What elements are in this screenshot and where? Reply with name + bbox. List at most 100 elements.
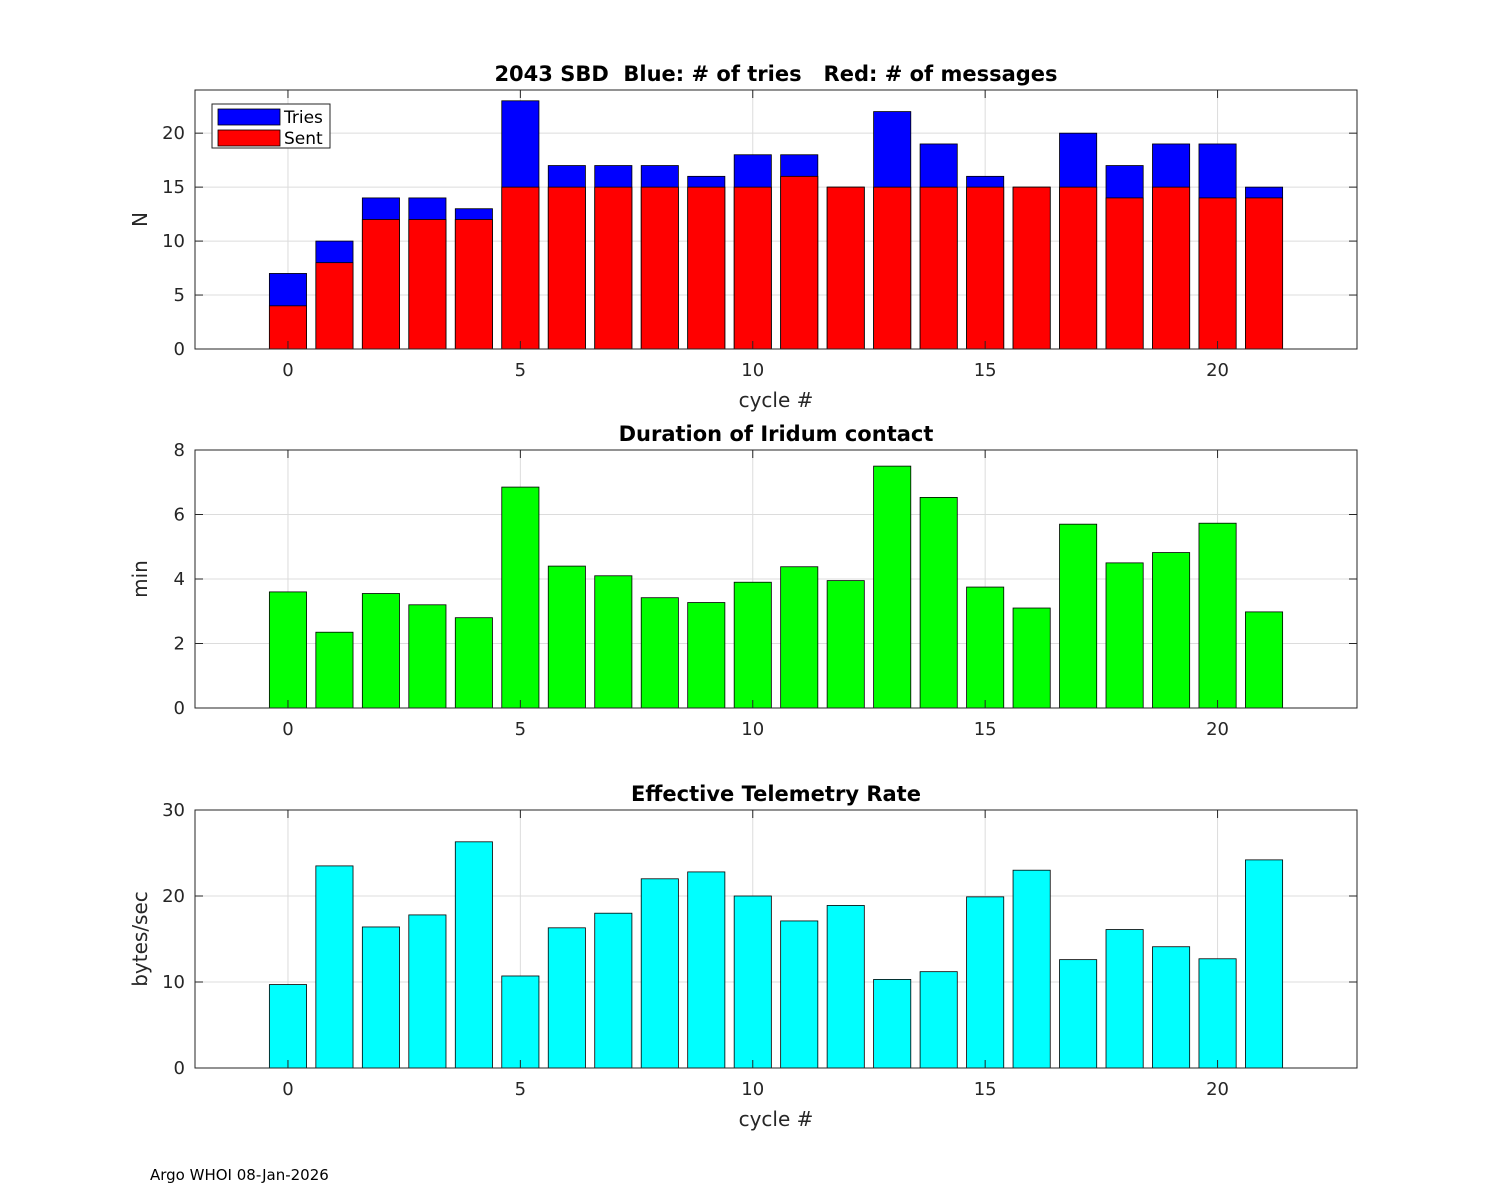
x-tick-label: 20 bbox=[1206, 1079, 1229, 1100]
bar-duration-cycle-17 bbox=[1059, 523, 1098, 709]
bar-sent-cycle-17 bbox=[1059, 186, 1098, 350]
bar-duration-cycle-12 bbox=[826, 580, 865, 709]
y-tick-label: 20 bbox=[162, 123, 185, 144]
bar-sent-cycle-21 bbox=[1245, 197, 1284, 350]
bar-duration-cycle-3 bbox=[408, 604, 447, 709]
x-tick-label: 10 bbox=[741, 1079, 764, 1100]
y-tick-label: 6 bbox=[174, 505, 185, 526]
bar-sent-cycle-20 bbox=[1198, 197, 1237, 350]
x-axis-label: cycle # bbox=[739, 1107, 814, 1131]
x-tick-label: 0 bbox=[282, 1079, 293, 1100]
bar-rate-cycle-10 bbox=[733, 895, 772, 1069]
bar-sent-cycle-15 bbox=[966, 186, 1005, 350]
axes-box bbox=[194, 89, 1358, 350]
bar-rate-cycle-9 bbox=[687, 871, 726, 1069]
y-tick-label: 20 bbox=[162, 886, 185, 907]
chart-title: 2043 SBD Blue: # of tries Red: # of mess… bbox=[494, 62, 1057, 86]
bar-rate-cycle-2 bbox=[361, 926, 400, 1069]
bar-sent-cycle-10 bbox=[733, 186, 772, 350]
bar-rate-cycle-16 bbox=[1012, 869, 1051, 1069]
y-tick-label: 0 bbox=[174, 1058, 185, 1079]
chart-title: Duration of Iridum contact bbox=[619, 422, 934, 446]
y-tick-label: 8 bbox=[174, 440, 185, 461]
y-tick-label: 30 bbox=[162, 800, 185, 821]
bar-sent-cycle-3 bbox=[408, 219, 447, 350]
bar-sent-cycle-4 bbox=[454, 219, 493, 350]
legend-swatch-sent bbox=[217, 129, 281, 147]
y-tick-label: 5 bbox=[174, 285, 185, 306]
bar-sent-cycle-16 bbox=[1012, 186, 1051, 350]
chart-title: Effective Telemetry Rate bbox=[631, 782, 921, 806]
bar-duration-cycle-11 bbox=[780, 566, 819, 709]
bar-duration-cycle-20 bbox=[1198, 522, 1237, 709]
bar-rate-cycle-18 bbox=[1105, 929, 1144, 1069]
bar-rate-cycle-17 bbox=[1059, 959, 1098, 1069]
chart-panel-1: 0 5 10 15 20 0 5 10 15 20 2043 SBD Blue: # of trie… bbox=[128, 62, 1358, 412]
bar-duration-cycle-13 bbox=[873, 465, 912, 709]
bar-sent-cycle-14 bbox=[919, 186, 958, 350]
bar-rate-cycle-13 bbox=[873, 979, 912, 1069]
bar-duration-cycle-16 bbox=[1012, 607, 1051, 709]
legend-label-sent: Sent bbox=[284, 129, 323, 149]
bar-sent-cycle-11 bbox=[780, 175, 819, 350]
bar-rate-cycle-12 bbox=[826, 905, 865, 1069]
y-tick-label: 2 bbox=[174, 634, 185, 655]
y-tick-label: 10 bbox=[162, 972, 185, 993]
bar-sent-cycle-9 bbox=[687, 186, 726, 350]
x-tick-label: 10 bbox=[741, 360, 764, 381]
bar-duration-cycle-0 bbox=[268, 591, 307, 709]
x-tick-label: 20 bbox=[1206, 719, 1229, 740]
bar-rate-cycle-19 bbox=[1152, 946, 1191, 1069]
bar-rate-cycle-15 bbox=[966, 896, 1005, 1069]
bar-sent-cycle-1 bbox=[315, 262, 354, 350]
bar-sent-cycle-19 bbox=[1152, 186, 1191, 350]
y-axis-label: N bbox=[128, 212, 152, 227]
bar-duration-cycle-19 bbox=[1152, 552, 1191, 709]
bar-sent-cycle-8 bbox=[640, 186, 679, 350]
bar-rate-cycle-4 bbox=[454, 841, 493, 1069]
bar-duration-cycle-7 bbox=[594, 575, 633, 709]
bar-duration-cycle-8 bbox=[640, 597, 679, 709]
y-axis-label: min bbox=[128, 560, 152, 598]
bar-duration-cycle-10 bbox=[733, 581, 772, 709]
x-tick-label: 20 bbox=[1206, 360, 1229, 381]
x-tick-label: 15 bbox=[974, 360, 997, 381]
footer-credit: Argo WHOI 08-Jan-2026 bbox=[150, 1166, 329, 1184]
bar-sent-cycle-18 bbox=[1105, 197, 1144, 350]
x-tick-label: 5 bbox=[515, 360, 526, 381]
bar-sent-cycle-5 bbox=[501, 186, 540, 350]
chart-panel-3: 0 5 10 15 20 0 10 20 30 Effective Telemetry Rate c… bbox=[128, 782, 1358, 1131]
bar-sent-cycle-2 bbox=[361, 219, 400, 350]
bar-rate-cycle-11 bbox=[780, 920, 819, 1069]
bar-rate-cycle-3 bbox=[408, 914, 447, 1069]
bar-rate-cycle-21 bbox=[1245, 859, 1284, 1069]
bar-duration-cycle-4 bbox=[454, 617, 493, 709]
bar-duration-cycle-2 bbox=[361, 593, 400, 709]
bar-rate-cycle-20 bbox=[1198, 958, 1237, 1069]
bar-duration-cycle-15 bbox=[966, 586, 1005, 709]
x-tick-label: 10 bbox=[741, 719, 764, 740]
x-tick-label: 15 bbox=[974, 1079, 997, 1100]
bar-rate-cycle-7 bbox=[594, 912, 633, 1069]
bar-rate-cycle-6 bbox=[547, 927, 586, 1069]
bar-duration-cycle-14 bbox=[919, 497, 958, 709]
chart-panel-2: 0 5 10 15 20 0 2 4 6 8 Duration of Iridum contact m… bbox=[128, 422, 1358, 740]
bar-rate-cycle-5 bbox=[501, 975, 540, 1069]
bar-duration-cycle-1 bbox=[315, 631, 354, 709]
bar-duration-cycle-6 bbox=[547, 565, 586, 709]
bar-duration-cycle-18 bbox=[1105, 562, 1144, 709]
x-axis-label: cycle # bbox=[739, 388, 814, 412]
bar-rate-cycle-0 bbox=[268, 984, 307, 1069]
y-axis-label: bytes/sec bbox=[128, 891, 152, 987]
bar-sent-cycle-6 bbox=[547, 186, 586, 350]
bar-duration-cycle-21 bbox=[1245, 611, 1284, 709]
x-tick-label: 5 bbox=[515, 719, 526, 740]
y-tick-label: 4 bbox=[174, 569, 185, 590]
x-tick-label: 0 bbox=[282, 360, 293, 381]
x-tick-label: 15 bbox=[974, 719, 997, 740]
bar-rate-cycle-1 bbox=[315, 865, 354, 1069]
y-tick-label: 0 bbox=[174, 698, 185, 719]
bar-rate-cycle-14 bbox=[919, 971, 958, 1069]
y-tick-label: 10 bbox=[162, 231, 185, 252]
